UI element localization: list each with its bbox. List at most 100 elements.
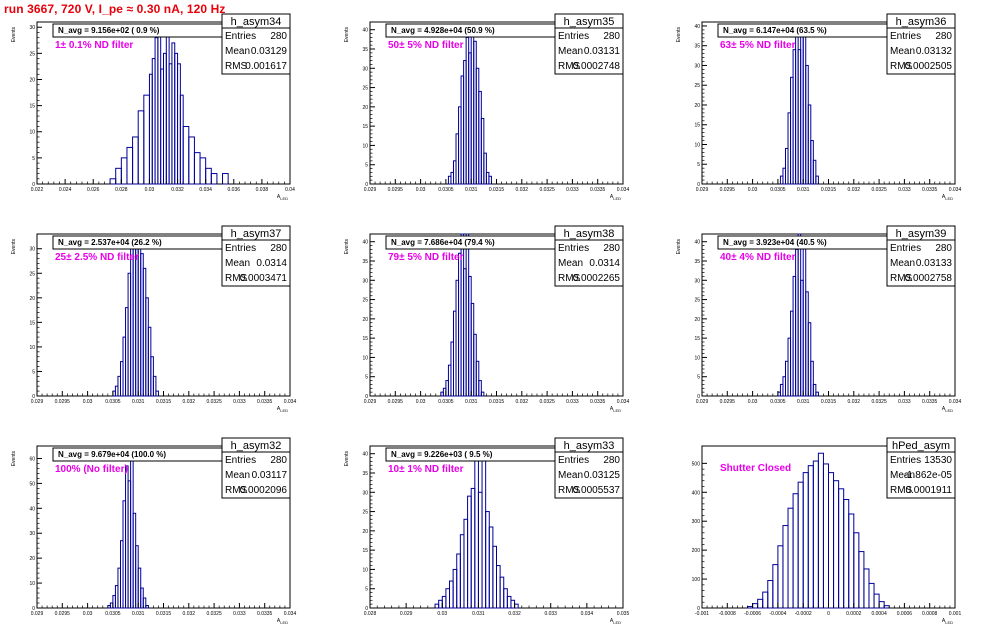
y-tick-label: 50 — [29, 481, 35, 487]
x-tick-label: 0.029 — [696, 187, 709, 193]
y-tick-label: 10 — [694, 142, 700, 148]
y-tick-label: 0 — [32, 394, 35, 400]
histogram-bin — [126, 146, 134, 185]
histogram-bin — [858, 551, 865, 609]
x-tick-label: 0.0325 — [206, 611, 222, 617]
histogram-bin — [205, 167, 212, 185]
y-tick-label: 40 — [362, 28, 368, 34]
y-tick-label: 500 — [692, 461, 701, 467]
x-tick-label: 0.028 — [115, 187, 128, 193]
stats-label: Mean — [225, 258, 250, 269]
stats-box — [886, 239, 956, 287]
x-tick-label: 0.029 — [364, 187, 377, 193]
y-axis-title: Events — [11, 451, 17, 467]
histogram-bin — [492, 545, 497, 609]
stats-label: Entries — [558, 31, 589, 42]
x-tick-label: 0.03 — [83, 611, 93, 617]
histogram-bin — [848, 513, 855, 609]
y-axis-title: Events — [11, 27, 17, 43]
x-tick-label: 0.0315 — [489, 187, 505, 193]
x-tick-label: 0.03 — [437, 611, 447, 617]
histogram-bin — [488, 526, 494, 609]
stats-value: 0.0002748 — [573, 61, 621, 72]
y-tick-label: 30 — [362, 66, 368, 72]
x-tick-label: 0.034 — [949, 187, 962, 193]
histogram-bin — [480, 117, 485, 185]
y-tick-label: 15 — [362, 336, 368, 342]
stats-value: 280 — [603, 455, 620, 466]
stats-label: RMS — [225, 273, 248, 284]
stats-value: 280 — [935, 243, 952, 254]
stats-value: 0.0002505 — [905, 61, 953, 72]
x-tick-label: 0.03 — [83, 399, 93, 405]
stats-box — [554, 451, 624, 499]
y-tick-label: 10 — [362, 143, 368, 149]
histogram-bin — [817, 452, 824, 609]
x-tick-label: 0.03 — [748, 399, 758, 405]
y-tick-label: 10 — [694, 355, 700, 361]
y-tick-label: 15 — [694, 336, 700, 342]
y-tick-label: 35 — [694, 259, 700, 265]
histogram-bin — [143, 94, 150, 185]
histogram-bin — [807, 322, 812, 397]
histogram-bin — [499, 576, 505, 609]
histogram-bin — [452, 568, 458, 609]
stats-value: 280 — [270, 455, 287, 466]
histogram-bin — [120, 157, 128, 185]
histogram-bin — [488, 175, 492, 185]
filter-label: 25± 2.5% ND filter — [55, 252, 139, 263]
y-tick-label: 20 — [29, 77, 35, 83]
stats-label: Mean — [225, 470, 250, 481]
x-tick-label: 0.03 — [145, 187, 155, 193]
histogram-bin — [828, 472, 835, 609]
stats-value: 0.0001911 — [905, 485, 952, 496]
y-tick-label: 30 — [362, 278, 368, 284]
navg-label: N_avg = 2.537e+04 (26.2 %) — [58, 238, 162, 247]
histogram-bin — [222, 173, 229, 185]
y-tick-label: 15 — [362, 548, 368, 554]
x-tick-label: 0.031 — [797, 399, 810, 405]
histogram-panel-h_asym32: 0.029 0.0295 0.03 0.0305 0.031 0.0315 0.032 0.0… — [11, 437, 296, 625]
stats-value: 0.03117 — [252, 470, 288, 481]
stats-value: 0.03131 — [584, 46, 621, 57]
y-tick-label: 5 — [32, 156, 35, 162]
stats-value: 0.03132 — [916, 46, 953, 57]
navg-box — [717, 235, 888, 250]
histogram-bin — [747, 606, 754, 609]
histogram-bin — [514, 603, 519, 609]
x-axis-title: ALED — [942, 194, 953, 201]
y-tick-label: 0 — [697, 182, 700, 188]
histogram-bin — [815, 391, 819, 397]
histogram-panel-h_asym39: 0.029 0.0295 0.03 0.0305 0.031 0.0315 0.032 0.0… — [676, 225, 961, 413]
stats-value: 0.0002758 — [905, 273, 953, 284]
x-tick-label: 0.0315 — [156, 399, 172, 405]
histogram-bin — [797, 481, 804, 609]
histogram-bin — [475, 360, 480, 397]
filter-label: 1± 0.1% ND filter — [55, 40, 133, 51]
histogram-bin — [459, 534, 465, 609]
histogram-bin — [883, 605, 890, 609]
y-tick-label: 25 — [362, 86, 368, 92]
filter-label: 50± 5% ND filter — [388, 40, 464, 51]
x-tick-label: 0.031 — [472, 611, 485, 617]
stats-label: RMS — [225, 61, 248, 72]
stats-value: 0.0314 — [589, 258, 620, 269]
x-tick-label: 0.034 — [581, 611, 594, 617]
stats-label: RMS — [890, 273, 913, 284]
x-tick-label: 0.0335 — [922, 187, 938, 193]
x-tick-label: 0.0295 — [720, 187, 736, 193]
x-tick-label: 0.026 — [87, 187, 100, 193]
stats-label: Mean — [558, 46, 583, 57]
histogram-bin — [438, 599, 443, 609]
stats-box — [221, 27, 291, 75]
y-tick-label: 40 — [29, 506, 35, 512]
x-tick-label: 0.028 — [364, 611, 377, 617]
x-tick-label: 0.031 — [465, 187, 478, 193]
y-tick-label: 40 — [362, 452, 368, 458]
x-tick-label: 0.0002 — [846, 611, 862, 617]
x-tick-label: 0.029 — [364, 399, 377, 405]
stats-label: Entries — [890, 31, 921, 42]
x-tick-label: 0.0305 — [438, 399, 454, 405]
x-tick-label: 0.029 — [31, 611, 44, 617]
x-tick-label: 0.0335 — [922, 399, 938, 405]
